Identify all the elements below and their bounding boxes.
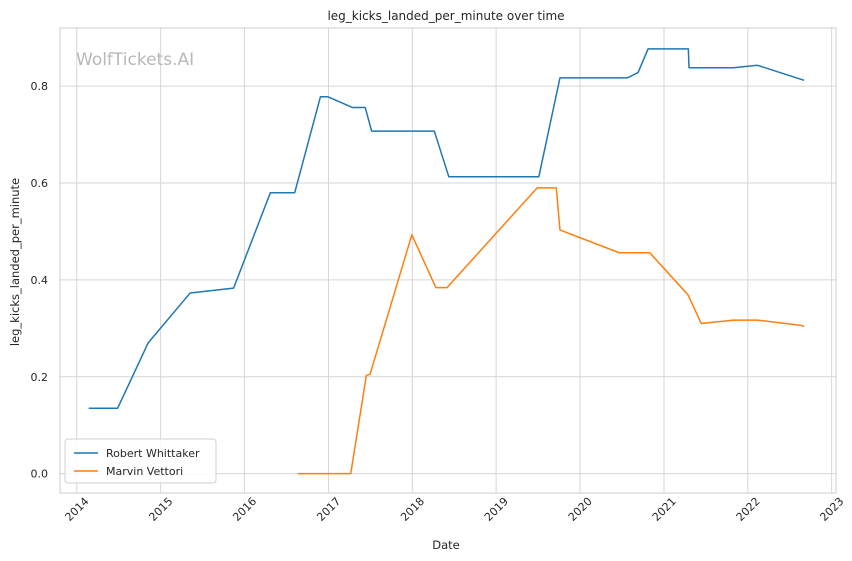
x-axis-ticks: 2014 2015 2016 2017 2018 2019 2020 2021 2022 2023 bbox=[63, 495, 847, 524]
y-tick-label-0.8: 0.8 bbox=[31, 80, 49, 93]
x-tick-label-2021: 2021 bbox=[650, 495, 679, 524]
x-tick-label-2015: 2015 bbox=[146, 495, 175, 524]
x-tick-label-2014: 2014 bbox=[63, 495, 92, 524]
x-axis-label: Date bbox=[432, 538, 460, 552]
x-tick-label-2022: 2022 bbox=[734, 495, 763, 524]
watermark: WolfTickets.AI bbox=[76, 50, 194, 70]
series-group bbox=[88, 48, 805, 475]
x-tick-label-2020: 2020 bbox=[566, 495, 595, 524]
legend-box bbox=[64, 438, 217, 484]
x-tick-label-2019: 2019 bbox=[482, 495, 511, 524]
y-tick-label-0.4: 0.4 bbox=[31, 274, 49, 287]
x-tick-label-2017: 2017 bbox=[314, 495, 343, 524]
y-axis-ticks: 0.0 0.2 0.4 0.6 0.8 bbox=[31, 80, 49, 481]
chart-title: leg_kicks_landed_per_minute over time bbox=[327, 9, 564, 23]
y-tick-label-0.6: 0.6 bbox=[31, 177, 49, 190]
plot-frame bbox=[59, 27, 837, 494]
y-tick-label-0.0: 0.0 bbox=[31, 468, 49, 481]
x-tick-label-2018: 2018 bbox=[398, 495, 427, 524]
series-line-marvin-vettori bbox=[297, 187, 805, 475]
legend: Robert Whittaker Marvin Vettori bbox=[64, 438, 217, 484]
x-tick-label-2016: 2016 bbox=[230, 495, 259, 524]
y-tick-label-0.2: 0.2 bbox=[31, 371, 49, 384]
plot-area bbox=[60, 28, 836, 493]
y-axis-label: leg_kicks_landed_per_minute bbox=[8, 178, 22, 346]
series-line-robert-whittaker bbox=[88, 48, 805, 409]
x-tick-label-2023: 2023 bbox=[817, 495, 846, 524]
legend-label-marvin-vettori: Marvin Vettori bbox=[106, 465, 183, 478]
legend-label-robert-whittaker: Robert Whittaker bbox=[106, 447, 200, 460]
